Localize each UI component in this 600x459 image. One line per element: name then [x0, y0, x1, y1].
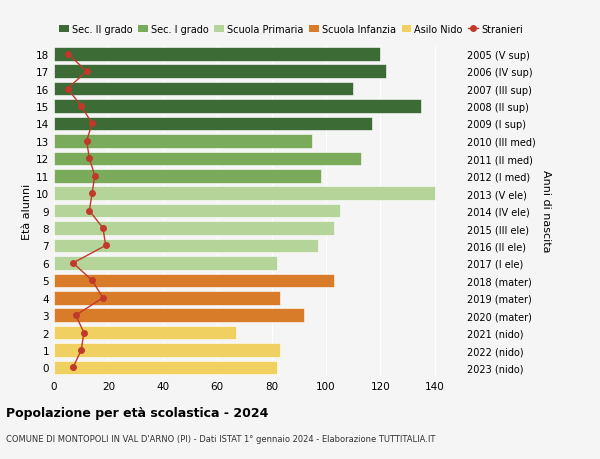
Bar	[54, 239, 318, 253]
Text: Popolazione per età scolastica - 2024: Popolazione per età scolastica - 2024	[6, 406, 268, 419]
Bar	[54, 274, 334, 287]
Bar	[54, 152, 361, 166]
Bar	[54, 118, 372, 131]
Y-axis label: Età alunni: Età alunni	[22, 183, 32, 239]
Bar	[54, 204, 340, 218]
Bar	[54, 257, 277, 270]
Bar	[54, 48, 380, 62]
Bar	[54, 187, 435, 201]
Bar	[54, 169, 320, 183]
Bar	[54, 361, 277, 375]
Y-axis label: Anni di nascita: Anni di nascita	[541, 170, 551, 252]
Bar	[54, 100, 421, 113]
Bar	[54, 291, 280, 305]
Legend: Sec. II grado, Sec. I grado, Scuola Primaria, Scuola Infanzia, Asilo Nido, Stran: Sec. II grado, Sec. I grado, Scuola Prim…	[59, 24, 523, 34]
Bar	[54, 83, 353, 96]
Bar	[54, 309, 304, 322]
Bar	[54, 343, 280, 357]
Text: COMUNE DI MONTOPOLI IN VAL D'ARNO (PI) - Dati ISTAT 1° gennaio 2024 - Elaborazio: COMUNE DI MONTOPOLI IN VAL D'ARNO (PI) -…	[6, 434, 436, 443]
Bar	[54, 326, 236, 340]
Bar	[54, 135, 313, 148]
Bar	[54, 65, 386, 79]
Bar	[54, 222, 334, 235]
